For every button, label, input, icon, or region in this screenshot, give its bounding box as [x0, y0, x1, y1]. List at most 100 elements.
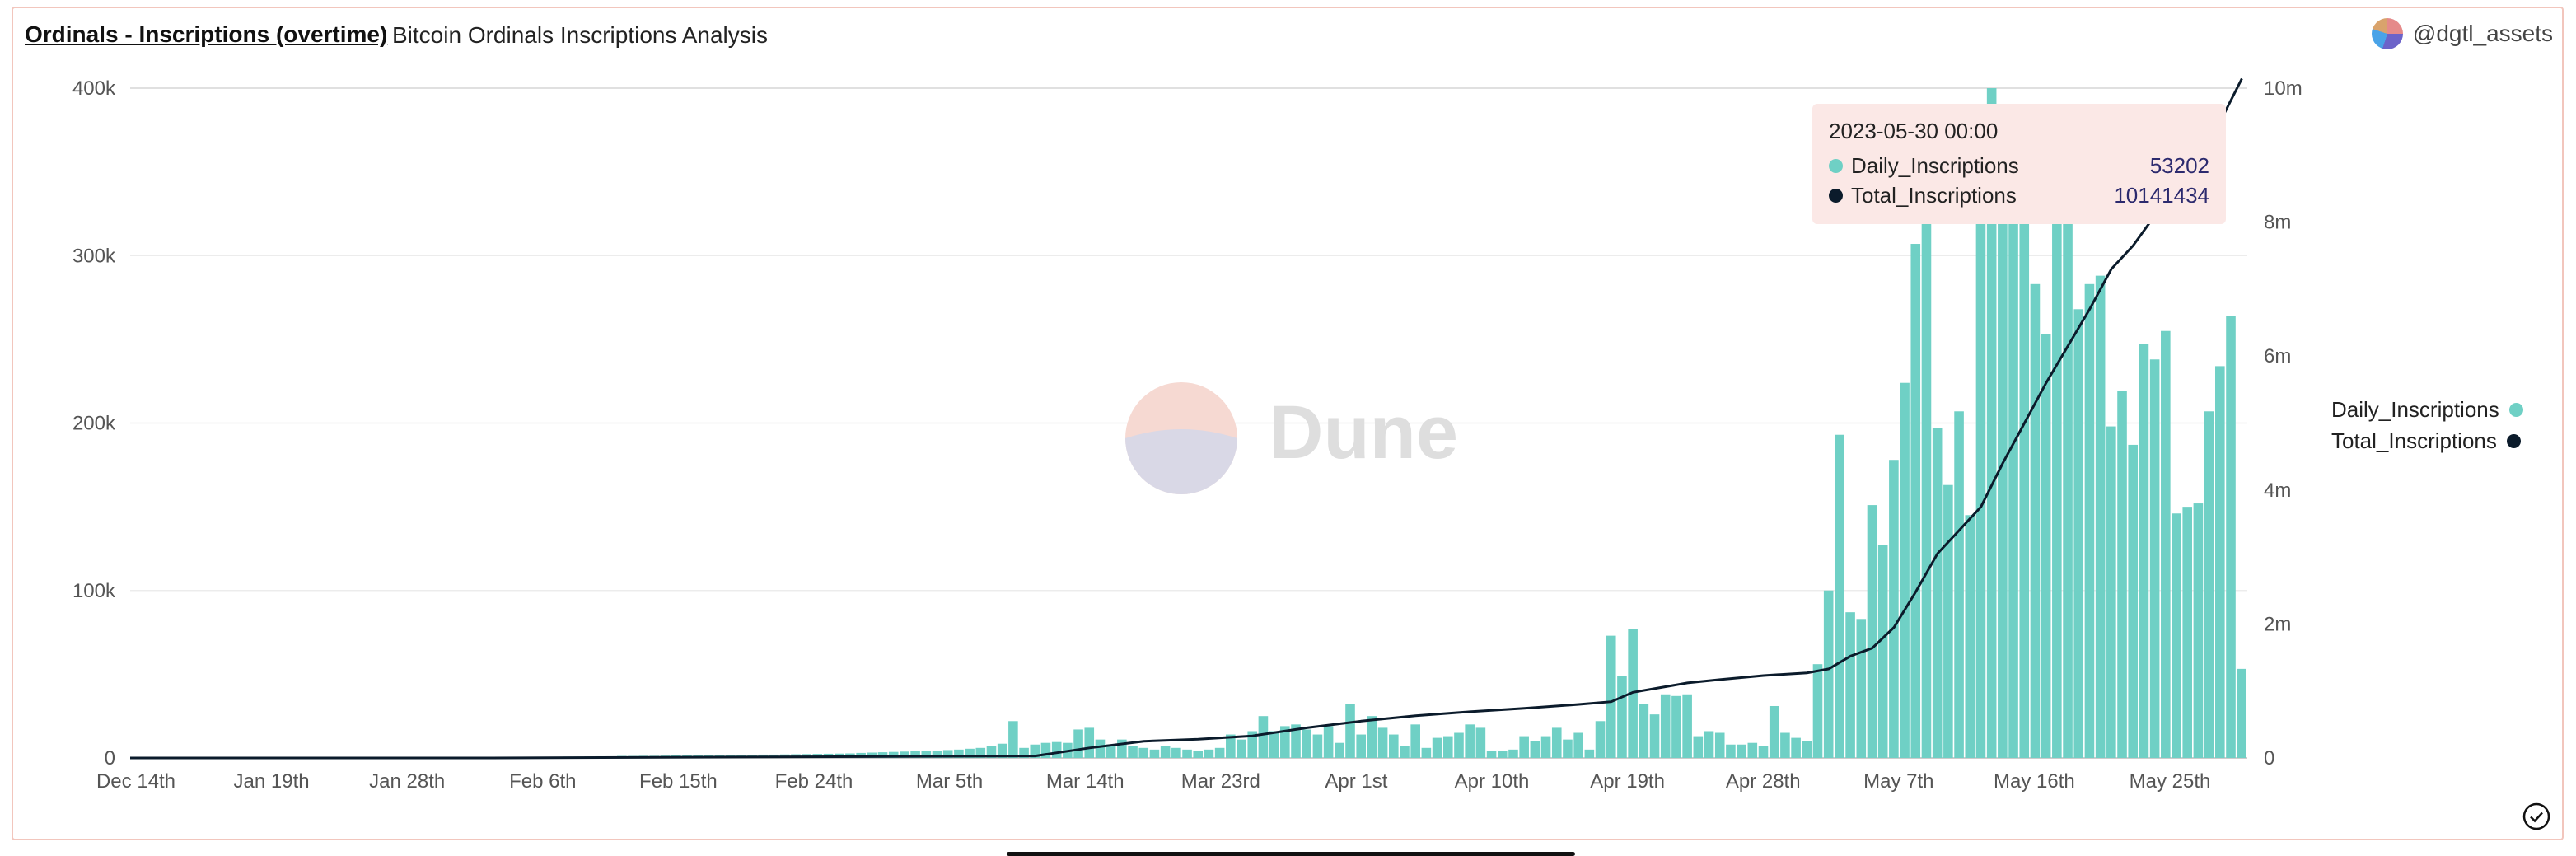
total-inscriptions-line [130, 77, 2243, 760]
daily-bars [486, 88, 2246, 759]
legend-dot-icon [2508, 402, 2523, 417]
daily-bar [2193, 503, 2204, 758]
daily-bar [1247, 731, 1258, 758]
daily-bar [1040, 742, 1051, 758]
daily-bar [1867, 505, 1877, 758]
daily-bar [1943, 484, 1953, 758]
chart-title-link[interactable]: Ordinals - Inscriptions (overtime) [25, 21, 388, 47]
daily-bar [1584, 749, 1595, 758]
daily-bar [997, 743, 1007, 758]
daily-bar [1019, 747, 1029, 758]
daily-bar [1965, 515, 1975, 758]
daily-bar [1106, 744, 1116, 758]
y-left-tick-label: 0 [105, 747, 115, 769]
daily-bar [1367, 716, 1377, 758]
daily-bar [1877, 545, 1888, 758]
y-axis-right: 0 2m 4m 6m 8m 10m [2264, 77, 2303, 769]
y-right-tick-label: 8m [2264, 212, 2291, 234]
y-left-tick-label: 100k [72, 580, 116, 602]
daily-bar [1258, 716, 1269, 758]
legend-item-daily[interactable]: Daily_Inscriptions [2331, 394, 2523, 425]
daily-bar [1226, 734, 1236, 758]
y-right-tick-label: 6m [2264, 345, 2291, 367]
daily-bar [932, 751, 942, 758]
x-tick-label: Mar 5th [916, 770, 983, 793]
daily-bar [1486, 751, 1497, 758]
daily-bar [867, 752, 877, 758]
daily-bar [910, 751, 920, 758]
user-name: @dgtl_assets [2412, 21, 2553, 46]
daily-bar [2052, 205, 2062, 758]
daily-bar [1475, 727, 1486, 758]
daily-bar [900, 751, 909, 758]
tooltip-row: Total_Inscriptions 10141434 [1829, 180, 2209, 210]
daily-bar [1551, 727, 1562, 758]
daily-bar [1442, 736, 1453, 758]
x-tick-label: Apr 28th [1726, 770, 1801, 793]
daily-bar [1128, 746, 1138, 758]
daily-bar [1388, 734, 1399, 758]
daily-bar [1237, 739, 1246, 758]
daily-bar [1954, 411, 1964, 758]
tooltip-series-name: Daily_Inscriptions [1851, 152, 2019, 178]
tooltip-series-name: Total_Inscriptions [1851, 182, 2017, 208]
daily-bar [1095, 739, 1106, 758]
x-tick-label: Feb 6th [509, 770, 576, 793]
daily-bar [2008, 155, 2018, 759]
y-right-tick-label: 0 [2264, 747, 2274, 769]
x-tick-label: May 25th [2130, 770, 2211, 793]
daily-bar [2073, 309, 2084, 758]
daily-bar [2084, 283, 2095, 758]
scroll-indicator [1007, 852, 1575, 856]
watermark-text: Dune [1269, 391, 1458, 475]
daily-bar [1769, 705, 1779, 758]
check-circle-icon[interactable] [2522, 802, 2550, 830]
daily-bar [954, 749, 964, 758]
dune-watermark: Dune [1125, 382, 1458, 494]
daily-bar [2204, 411, 2214, 758]
daily-bar [1747, 742, 1758, 758]
daily-bar [1835, 434, 1844, 758]
x-tick-label: Mar 14th [1046, 770, 1124, 793]
legend-dot-icon [2506, 433, 2521, 448]
daily-bar [1617, 676, 1627, 758]
tooltip-dot-total [1829, 188, 1843, 203]
daily-bar [2161, 330, 2171, 758]
daily-bar [1400, 746, 1410, 758]
x-tick-label: Feb 24th [775, 770, 853, 793]
daily-bar [1845, 612, 1855, 758]
daily-bar [1823, 590, 1834, 758]
daily-bar [2095, 275, 2106, 758]
daily-bar [1356, 734, 1366, 758]
daily-bar [2106, 426, 2116, 758]
daily-bar [2030, 283, 2041, 758]
y-right-tick-label: 4m [2264, 479, 2291, 502]
daily-bar [1986, 88, 1997, 758]
daily-bar [1563, 739, 1573, 758]
daily-bar [1671, 695, 1681, 758]
daily-bar [1802, 741, 1812, 758]
daily-bar [1921, 133, 1932, 758]
x-tick-label: Apr 10th [1455, 770, 1530, 793]
daily-bar [2128, 444, 2139, 758]
y-left-tick-label: 400k [72, 77, 116, 100]
daily-bar [1660, 694, 1671, 758]
daily-bar [1780, 732, 1790, 758]
daily-bar [1737, 744, 1746, 758]
y-left-tick-label: 300k [72, 245, 116, 267]
daily-bar [1335, 742, 1344, 758]
daily-bar [1073, 729, 1083, 758]
daily-bar [1791, 737, 1801, 758]
y-axis-left: 0 100k 200k 300k 400k [72, 77, 116, 769]
daily-bar [1606, 635, 1616, 758]
legend: Daily_Inscriptions Total_Inscriptions [2331, 394, 2523, 456]
x-tick-label: Jan 28th [369, 770, 445, 793]
legend-label: Daily_Inscriptions [2331, 396, 2499, 422]
x-tick-label: May 7th [1863, 770, 1933, 793]
daily-bar [2182, 507, 2193, 758]
user-badge[interactable]: @dgtl_assets [2371, 18, 2553, 49]
legend-item-total[interactable]: Total_Inscriptions [2331, 425, 2523, 456]
daily-bar [1758, 746, 1769, 758]
daily-bar [1693, 736, 1704, 758]
daily-bar [1214, 747, 1225, 758]
